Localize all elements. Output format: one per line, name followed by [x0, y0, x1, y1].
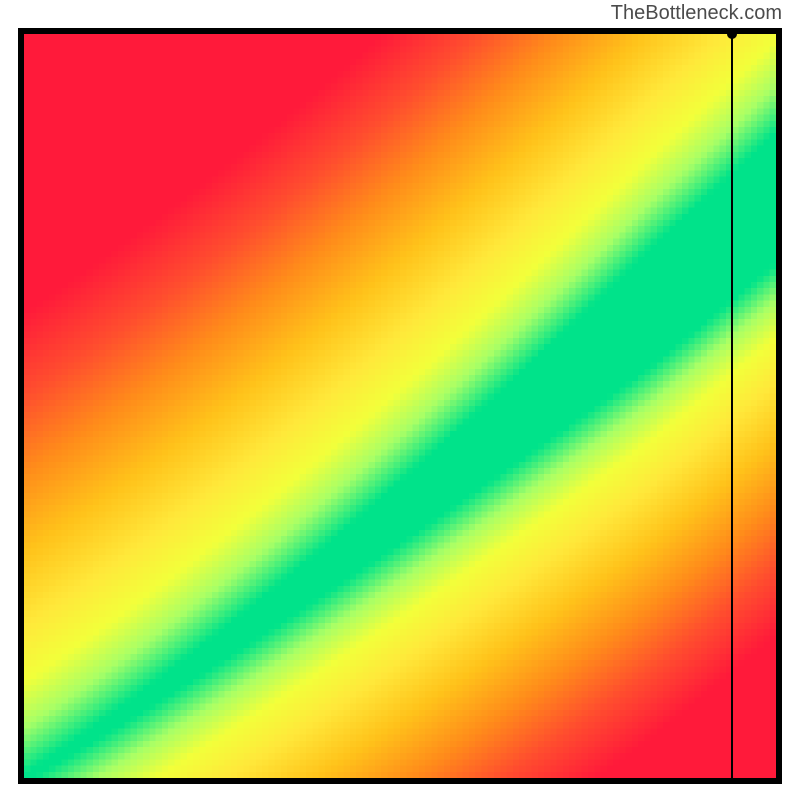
heatmap-canvas — [24, 34, 776, 778]
vertical-marker-line — [731, 34, 733, 778]
chart-plot-area — [24, 34, 776, 778]
chart-frame — [18, 28, 782, 784]
attribution-text: TheBottleneck.com — [611, 2, 782, 25]
